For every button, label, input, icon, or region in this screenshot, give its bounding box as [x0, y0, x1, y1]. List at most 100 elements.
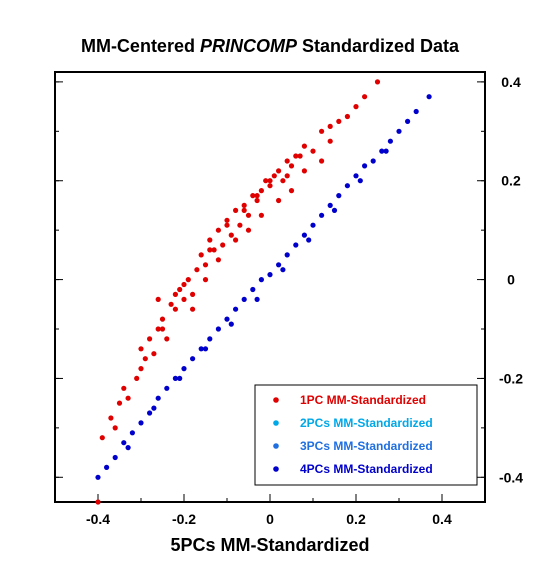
data-point-series-1	[293, 153, 299, 159]
data-point-series-1	[271, 173, 277, 179]
data-point-series-4	[151, 405, 157, 411]
legend-label: 4PCs MM-Standardized	[300, 462, 433, 476]
data-point-series-4	[301, 232, 307, 238]
data-point-series-4	[228, 321, 234, 327]
y-tick-label: 0.4	[501, 74, 521, 90]
y-tick-label: -0.2	[499, 370, 523, 386]
data-point-series-1	[241, 207, 247, 213]
data-point-series-1	[237, 222, 243, 228]
data-point-series-1	[207, 237, 213, 243]
data-point-series-1	[228, 232, 234, 238]
data-point-series-4	[254, 296, 260, 302]
data-point-series-4	[353, 173, 359, 179]
data-point-series-4	[362, 163, 368, 169]
data-point-series-1	[215, 257, 221, 263]
y-axis-ticks: 0.4 0.2 0 -0.2 -0.4	[55, 74, 523, 485]
data-point-series-4	[413, 108, 419, 115]
data-point-series-1	[95, 499, 101, 505]
data-point-series-1	[267, 183, 273, 189]
data-point-series-1	[258, 212, 264, 218]
data-point-series-1	[172, 291, 178, 297]
data-point-series-4	[172, 375, 178, 381]
data-point-series-1	[155, 296, 161, 302]
data-point-series-1	[362, 94, 368, 100]
data-point-series-1	[327, 123, 333, 129]
data-point-series-1	[327, 138, 333, 144]
data-point-series-1	[280, 178, 286, 184]
data-point-series-1	[99, 435, 105, 441]
legend-label: 2PCs MM-Standardized	[300, 416, 433, 430]
data-point-series-1	[220, 242, 226, 248]
legend-marker	[273, 397, 279, 403]
data-point-series-4	[198, 346, 204, 352]
data-point-series-1	[121, 385, 127, 391]
x-axis-ticks: -0.4 -0.2 0 0.2 0.4	[54, 494, 486, 527]
data-point-series-4	[177, 375, 183, 381]
y-tick-label: 0.2	[501, 173, 521, 189]
data-point-series-4	[383, 148, 389, 154]
data-point-series-4	[258, 277, 264, 283]
data-point-series-4	[164, 385, 170, 391]
data-point-series-4	[319, 212, 325, 218]
data-point-series-1	[353, 104, 359, 110]
data-point-series-4	[207, 336, 213, 342]
data-point-series-1	[168, 301, 174, 307]
data-point-series-1	[284, 158, 290, 164]
data-point-series-4	[121, 440, 127, 446]
data-point-series-1	[224, 217, 230, 223]
data-point-series-1	[194, 267, 200, 273]
x-axis-label: 5PCs MM-Standardized	[170, 535, 369, 555]
data-point-series-1	[181, 296, 187, 302]
data-point-series-4	[250, 286, 256, 293]
data-point-series-1	[215, 227, 221, 233]
data-point-series-4	[405, 118, 411, 124]
data-point-series-1	[254, 193, 260, 199]
x-tick-label: -0.4	[86, 511, 110, 527]
data-point-series-1	[190, 291, 196, 297]
data-point-series-4	[379, 148, 385, 154]
data-point-series-4	[147, 410, 153, 416]
data-points	[95, 79, 432, 505]
data-point-series-1	[147, 336, 153, 342]
data-point-series-4	[181, 366, 187, 372]
data-point-series-1	[301, 143, 307, 149]
data-point-series-1	[177, 286, 183, 293]
chart-title-part: Standardized Data	[297, 36, 460, 56]
data-point-series-1	[241, 202, 247, 208]
data-point-series-4	[357, 178, 363, 184]
data-point-series-4	[241, 296, 247, 302]
data-point-series-1	[112, 425, 118, 431]
legend-label: 1PC MM-Standardized	[300, 393, 426, 407]
data-point-series-1	[181, 281, 187, 288]
data-point-series-1	[207, 247, 213, 253]
y-tick-label: 0	[507, 272, 515, 288]
legend-marker	[273, 466, 279, 472]
x-tick-label: 0.4	[432, 511, 452, 527]
data-point-series-1	[224, 222, 230, 228]
data-point-series-4	[336, 193, 342, 199]
data-point-series-4	[104, 464, 110, 470]
data-point-series-1	[276, 197, 282, 204]
data-point-series-1	[138, 366, 144, 372]
data-point-series-1	[198, 252, 204, 258]
data-point-series-1	[284, 173, 290, 179]
data-point-series-4	[215, 326, 221, 332]
data-point-series-1	[319, 158, 325, 164]
data-point-series-1	[267, 178, 273, 184]
data-point-series-4	[138, 420, 144, 426]
data-point-series-1	[159, 326, 166, 332]
data-point-series-1	[250, 193, 256, 199]
legend: 1PC MM-Standardized 2PCs MM-Standardized 3…	[254, 384, 478, 486]
data-point-series-4	[387, 138, 393, 144]
data-point-series-4	[344, 183, 350, 189]
data-point-series-4	[396, 128, 402, 134]
data-point-series-4	[202, 346, 209, 352]
data-point-series-1	[233, 207, 239, 213]
legend-box	[254, 384, 478, 486]
data-point-series-4	[280, 267, 286, 273]
chart-title: MM-Centered PRINCOMP Standardized Data	[81, 36, 460, 56]
x-tick-label: 0.2	[346, 511, 366, 527]
data-point-series-4	[155, 395, 161, 401]
data-point-series-1	[336, 118, 342, 124]
